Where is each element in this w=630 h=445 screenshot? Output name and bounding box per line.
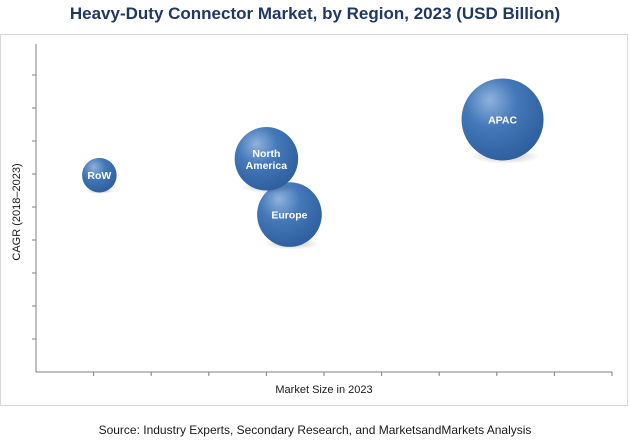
bubble-row: RoW [82,157,117,194]
chart-axes [32,44,613,376]
bubble-label: America [246,160,288,172]
x-axis-label: Market Size in 2023 [275,384,372,396]
bubble-circle [234,127,299,191]
bubble-label: APAC [488,114,517,126]
y-axis-label: CAGR (2018–2023) [11,163,23,260]
chart-title: Heavy-Duty Connector Market, by Region, … [69,4,561,23]
bubble-europe: Europe [257,182,322,250]
chart-frame [0,34,628,406]
bubble-label: RoW [87,170,111,182]
bubble-circle [257,182,322,247]
bubble-label: North [252,148,280,160]
y-axis-ticks [32,74,36,340]
x-axis-ticks [93,372,613,376]
bubble-circle [461,78,544,161]
source-note: Source: Industry Experts, Secondary Rese… [98,423,532,437]
bubble-circle [82,157,117,193]
bubble-apac: APAC [461,78,544,164]
bubble-label: Europe [271,210,307,222]
